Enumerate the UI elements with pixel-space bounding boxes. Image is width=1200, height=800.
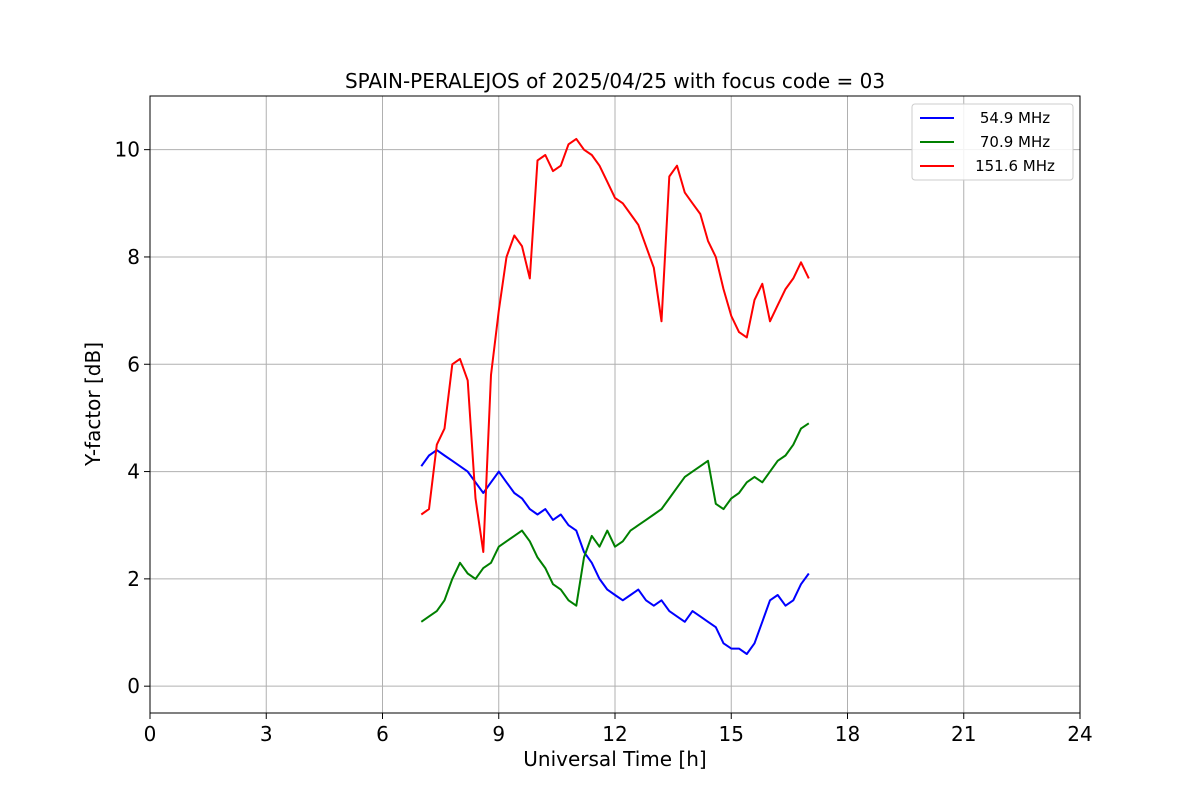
x-tick-label: 9 xyxy=(492,722,505,746)
x-tick-label: 6 xyxy=(376,722,389,746)
legend-items: 54.9 MHz 70.9 MHz 151.6 MHz xyxy=(920,109,1055,175)
x-tick-label: 24 xyxy=(1067,722,1092,746)
x-tick-label: 21 xyxy=(951,722,976,746)
legend: 54.9 MHz 70.9 MHz 151.6 MHz xyxy=(911,103,1074,181)
x-axis-label: Universal Time [h] xyxy=(523,747,706,771)
series-line-151-6-mhz xyxy=(420,137,810,553)
series-line-70-9-mhz xyxy=(420,422,810,623)
legend-box xyxy=(911,103,1074,181)
y-axis-label: Y-factor [dB] xyxy=(81,342,105,467)
chart-title: SPAIN-PERALEJOS of 2025/04/25 with focus… xyxy=(345,69,885,93)
y-tick-label: 10 xyxy=(115,138,140,162)
y-tick-label: 2 xyxy=(127,567,140,591)
y-tick-label: 4 xyxy=(127,460,140,484)
y-tick-label: 0 xyxy=(127,674,140,698)
grid-layer xyxy=(149,96,1081,713)
y-tick-label: 8 xyxy=(127,245,140,269)
legend-label-151-6-mhz: 151.6 MHz xyxy=(975,157,1055,175)
series-layer xyxy=(420,137,810,655)
x-tick-label: 0 xyxy=(144,722,157,746)
x-tick-label: 12 xyxy=(602,722,627,746)
y-tick-label: 6 xyxy=(127,352,140,376)
x-tick-label: 15 xyxy=(719,722,744,746)
legend-label-54-9-mhz: 54.9 MHz xyxy=(980,109,1050,127)
x-tick-label: 18 xyxy=(835,722,860,746)
x-tick-label: 3 xyxy=(260,722,273,746)
legend-label-70-9-mhz: 70.9 MHz xyxy=(980,133,1050,151)
